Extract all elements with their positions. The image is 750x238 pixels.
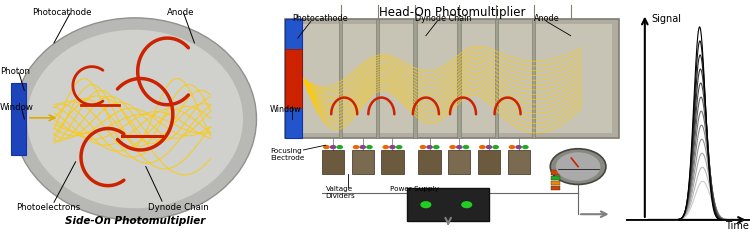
Circle shape xyxy=(366,145,373,149)
Circle shape xyxy=(556,152,600,181)
Circle shape xyxy=(479,145,486,149)
Bar xyxy=(494,19,498,138)
Circle shape xyxy=(323,145,330,149)
Bar xyxy=(551,186,560,190)
Bar xyxy=(322,150,344,174)
Circle shape xyxy=(396,145,403,149)
Text: Photocathode: Photocathode xyxy=(292,14,348,23)
Bar xyxy=(339,19,342,138)
Text: Head-On Photomultiplier: Head-On Photomultiplier xyxy=(379,6,525,19)
Bar xyxy=(532,19,536,138)
Text: Signal: Signal xyxy=(651,14,681,24)
Circle shape xyxy=(492,145,499,149)
FancyBboxPatch shape xyxy=(285,19,619,138)
Bar xyxy=(407,188,489,221)
Bar xyxy=(285,19,302,138)
Bar xyxy=(551,176,560,180)
Bar xyxy=(478,150,500,174)
Circle shape xyxy=(382,145,389,149)
Circle shape xyxy=(420,201,431,208)
Text: Anode: Anode xyxy=(167,8,195,17)
Circle shape xyxy=(456,145,463,149)
Circle shape xyxy=(389,145,396,149)
Circle shape xyxy=(449,145,456,149)
Circle shape xyxy=(486,145,492,149)
Text: Anode: Anode xyxy=(533,14,560,23)
Circle shape xyxy=(337,145,343,149)
Text: Dynode Chain: Dynode Chain xyxy=(148,203,209,213)
Circle shape xyxy=(461,201,472,208)
Circle shape xyxy=(515,145,522,149)
Text: Photoelectrons: Photoelectrons xyxy=(16,203,80,213)
Text: Photon: Photon xyxy=(0,67,30,76)
Text: Dynode Chain: Dynode Chain xyxy=(415,14,471,23)
Text: Photocathode: Photocathode xyxy=(32,8,92,17)
Text: Window: Window xyxy=(270,105,302,114)
Bar xyxy=(352,150,374,174)
Circle shape xyxy=(419,145,426,149)
Circle shape xyxy=(522,145,529,149)
Bar xyxy=(381,150,404,174)
Circle shape xyxy=(359,145,366,149)
Bar xyxy=(10,83,26,155)
Bar xyxy=(551,170,560,175)
Bar xyxy=(419,150,441,174)
Text: Window: Window xyxy=(0,103,34,112)
Circle shape xyxy=(509,145,515,149)
Bar xyxy=(413,19,416,138)
Bar xyxy=(376,19,380,138)
Text: Focusing
Electrode: Focusing Electrode xyxy=(270,148,304,161)
Circle shape xyxy=(426,145,433,149)
Bar xyxy=(551,181,560,185)
Circle shape xyxy=(352,145,359,149)
Text: Time: Time xyxy=(725,221,748,231)
Bar xyxy=(285,49,302,108)
Text: Power Supply: Power Supply xyxy=(390,186,439,192)
Text: Side-On Photomultiplier: Side-On Photomultiplier xyxy=(64,216,206,226)
Text: Valtage
Dividers: Valtage Dividers xyxy=(326,186,356,199)
Circle shape xyxy=(433,145,439,149)
Circle shape xyxy=(463,145,470,149)
Circle shape xyxy=(550,149,606,184)
Bar xyxy=(448,150,470,174)
Ellipse shape xyxy=(13,18,256,220)
Ellipse shape xyxy=(27,30,243,208)
Bar xyxy=(458,19,461,138)
Bar xyxy=(292,24,611,133)
Bar xyxy=(508,150,530,174)
Circle shape xyxy=(330,145,337,149)
